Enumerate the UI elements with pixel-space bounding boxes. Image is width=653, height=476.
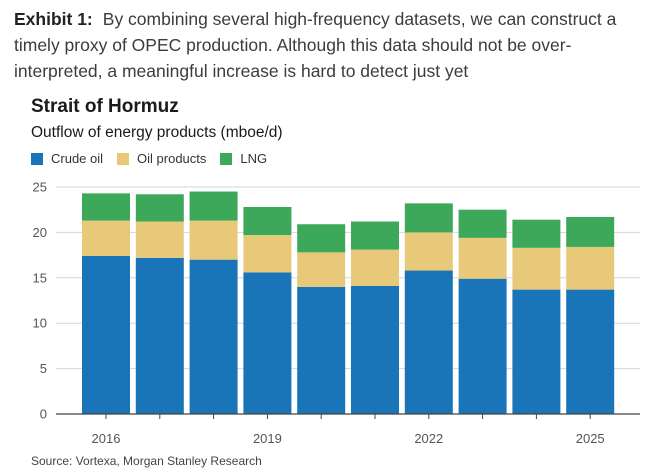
x-tick-label-2022: 2022 — [414, 431, 443, 446]
chart-legend: Crude oil Oil products LNG — [31, 151, 281, 166]
legend-label-crude-oil: Crude oil — [51, 151, 104, 166]
bar-crude-oil-2025 — [566, 289, 615, 414]
bar-lng-2016 — [82, 193, 130, 221]
bar-crude-oil-2020 — [297, 286, 346, 414]
bar-crude-oil-2023 — [458, 278, 507, 414]
y-tick-label-20: 20 — [33, 225, 47, 240]
bar-oil-products-2024 — [512, 247, 561, 290]
legend-label-oil-products: Oil products — [137, 151, 207, 166]
legend-item-oil-products: Oil products — [117, 151, 206, 166]
bar-crude-oil-2024 — [512, 289, 561, 414]
exhibit-label: Exhibit 1: — [14, 9, 93, 29]
bar-lng-2021 — [351, 221, 399, 250]
x-tick-label-2025: 2025 — [576, 431, 605, 446]
bar-oil-products-2019 — [243, 235, 292, 273]
y-tick-label-5: 5 — [40, 361, 47, 376]
exhibit-text: By combining several high-frequency data… — [14, 9, 617, 81]
y-tick-label-25: 25 — [33, 180, 47, 195]
bar-lng-2019 — [243, 206, 292, 236]
y-tick-label-0: 0 — [40, 407, 47, 422]
bar-oil-products-2018 — [189, 220, 238, 260]
chart-title: Strait of Hormuz — [31, 96, 179, 117]
bar-crude-oil-2019 — [243, 272, 292, 414]
legend-item-crude-oil: Crude oil — [31, 151, 103, 166]
bar-lng-2022 — [404, 203, 453, 233]
y-tick-label-15: 15 — [33, 270, 47, 285]
bar-lng-2024 — [512, 219, 561, 248]
x-tick-label-2016: 2016 — [92, 431, 121, 446]
bar-oil-products-2021 — [351, 249, 399, 286]
bar-oil-products-2016 — [82, 220, 130, 257]
source-note: Source: Vortexa, Morgan Stanley Research — [31, 454, 262, 468]
bar-oil-products-2025 — [566, 246, 615, 290]
bar-oil-products-2023 — [458, 237, 507, 279]
legend-label-lng: LNG — [240, 151, 268, 166]
legend-swatch-crude-oil — [31, 152, 43, 165]
bar-crude-oil-2016 — [82, 256, 130, 414]
y-tick-label-10: 10 — [33, 316, 47, 331]
bar-oil-products-2022 — [404, 232, 453, 271]
bar-lng-2025 — [566, 216, 615, 247]
bar-oil-products-2017 — [135, 221, 184, 258]
bar-crude-oil-2021 — [351, 285, 399, 414]
bar-crude-oil-2022 — [404, 270, 453, 414]
legend-item-lng: LNG — [220, 151, 267, 166]
legend-swatch-oil-products — [117, 152, 130, 165]
bar-lng-2023 — [458, 209, 507, 238]
bar-oil-products-2020 — [297, 252, 346, 287]
chart-subtitle: Outflow of energy products (mboe/d) — [31, 124, 283, 141]
bar-crude-oil-2018 — [189, 259, 238, 414]
bar-lng-2018 — [189, 191, 238, 221]
exhibit-caption: Exhibit 1: By combining several high-freq… — [14, 6, 644, 84]
bar-lng-2020 — [297, 224, 346, 253]
x-tick-label-2019: 2019 — [253, 431, 282, 446]
bar-lng-2017 — [135, 194, 184, 222]
legend-swatch-lng — [220, 152, 233, 165]
bar-crude-oil-2017 — [135, 257, 184, 414]
